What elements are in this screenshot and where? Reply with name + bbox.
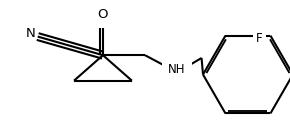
Text: F: F (256, 32, 263, 45)
Text: NH: NH (168, 63, 186, 76)
Text: N: N (26, 27, 36, 40)
Text: O: O (98, 8, 108, 21)
